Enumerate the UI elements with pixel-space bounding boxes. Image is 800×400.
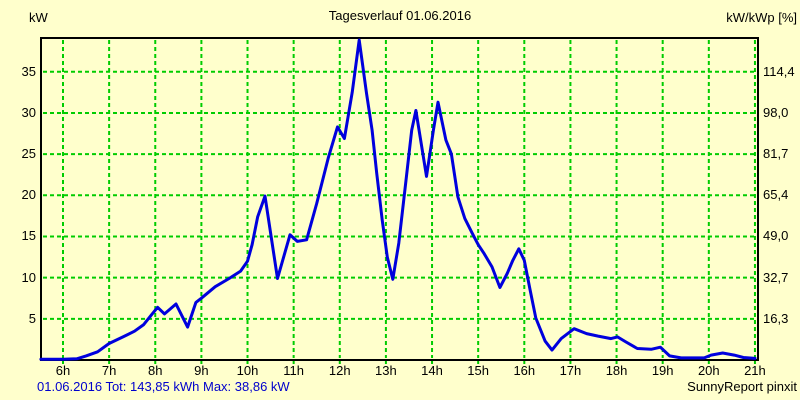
- y-axis-right-tick-label: 32,7: [763, 269, 789, 285]
- x-axis-tick-label: 18h: [605, 363, 628, 378]
- x-axis-tick-label: 20h: [697, 363, 720, 378]
- y-axis-right-unit-label: kW/kWp [%]: [726, 10, 797, 25]
- x-axis-tick-label: 21h: [744, 363, 766, 378]
- y-axis-right-tick-label: 114,4: [763, 63, 795, 79]
- x-axis-tick-label: 16h: [513, 363, 536, 378]
- y-axis-left-tick-label: 15: [21, 228, 36, 244]
- y-axis-left-tick-label: 5: [28, 310, 36, 326]
- y-axis-left-tick-label: 25: [21, 146, 36, 162]
- y-axis-left-unit-label: kW: [29, 10, 48, 25]
- x-axis-tick-label: 6h: [55, 363, 71, 378]
- chart-title: Tagesverlauf 01.06.2016: [328, 8, 472, 23]
- x-axis-tick-label: 9h: [194, 363, 209, 378]
- x-axis-tick-label: 19h: [651, 363, 674, 378]
- plot-border: [40, 37, 759, 361]
- x-axis-tick-label: 8h: [148, 363, 163, 378]
- y-axis-left-tick-label: 10: [21, 269, 36, 285]
- x-axis-tick-label: 14h: [421, 363, 443, 378]
- x-axis-tick-label: 7h: [101, 363, 117, 378]
- y-axis-right-tick-label: 65,4: [763, 187, 789, 203]
- x-axis-tick-label: 11h: [283, 363, 304, 378]
- y-axis-right-tick-label: 81,7: [763, 146, 789, 162]
- y-axis-right-tick-label: 16,3: [763, 310, 789, 326]
- y-axis-left-tick-label: 35: [21, 63, 36, 79]
- y-axis-right-tick-label: 49,0: [763, 228, 789, 244]
- y-axis-right-tick-label: 98,0: [763, 104, 789, 120]
- x-axis-tick-label: 13h: [375, 363, 397, 378]
- footer-daily-summary: 01.06.2016 Tot: 143,85 kWh Max: 38,86 kW: [37, 379, 290, 394]
- x-axis-tick-label: 15h: [467, 363, 489, 378]
- x-axis-tick-label: 12h: [328, 363, 351, 378]
- footer-app-credit: SunnyReport pinxit: [687, 379, 797, 394]
- x-axis-tick-label: 10h: [236, 363, 259, 378]
- y-axis-left-tick-label: 20: [21, 187, 36, 203]
- power-curve-line: [39, 38, 757, 361]
- x-axis-tick-label: 17h: [559, 363, 582, 378]
- y-axis-left-tick-label: 30: [21, 104, 36, 120]
